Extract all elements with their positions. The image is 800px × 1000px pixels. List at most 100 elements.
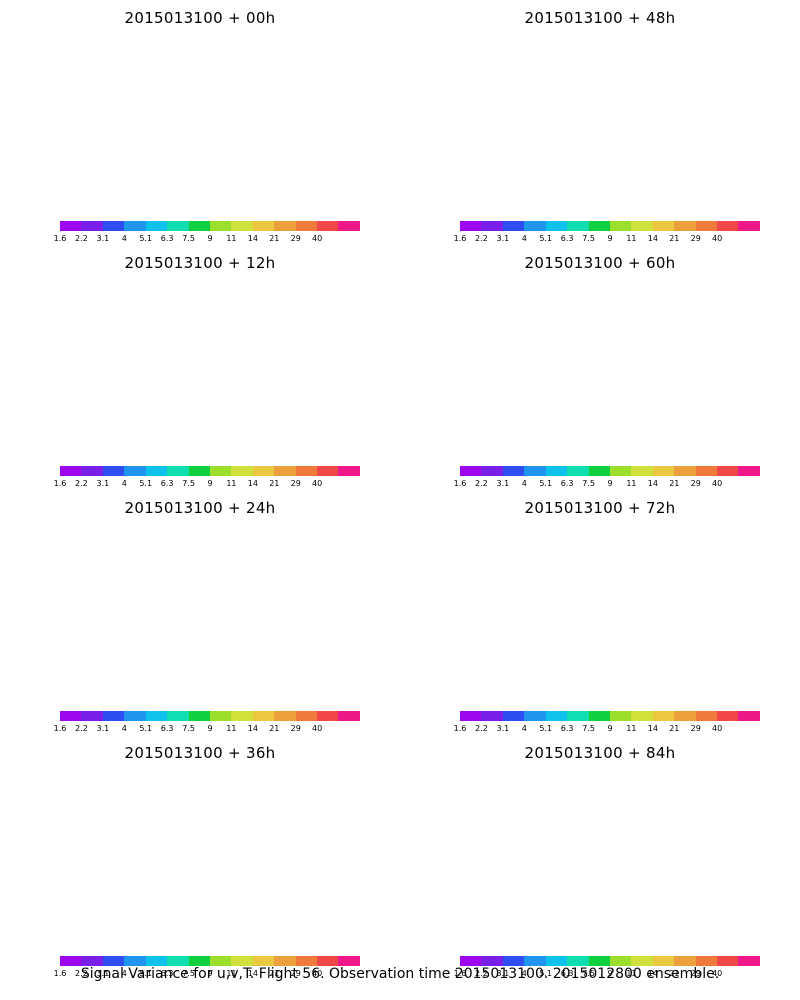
- variance-contour: [105, 102, 215, 182]
- colorbar-tick-label: 1.6: [53, 234, 67, 243]
- variance-contour: [540, 352, 630, 402]
- colorbar: [60, 711, 360, 721]
- colorbar: [60, 956, 360, 966]
- colorbar-tick-label: 1.6: [53, 724, 67, 733]
- colorbar-segment: [738, 221, 760, 231]
- panel-title: 2015013100 + 48h: [524, 9, 676, 27]
- variance-contour: [160, 789, 240, 825]
- colorbar-tick-label: 6.3: [560, 479, 574, 488]
- forecast-panel: 2015013100 + 84h 1.6 2.2 3.1 4 5.1 6.3 7.5 9 11 14…: [400, 735, 800, 980]
- colorbar-tick-label: 4: [121, 724, 127, 733]
- colorbar-labels: 1.6 2.2 3.1 4 5.1 6.3 7.5 9 11 14 21 29 40: [454, 969, 760, 979]
- colorbar-tick-label: 29: [690, 724, 701, 733]
- colorbar-tick-label: 4: [121, 969, 127, 978]
- colorbar-segment: [545, 711, 568, 721]
- colorbar-tick-label: 4: [121, 234, 127, 243]
- low-variance-area: [70, 367, 110, 387]
- colorbar-segment: [167, 956, 189, 966]
- longitude-line: [714, 522, 788, 665]
- colorbar-tick-label: 2.2: [475, 724, 488, 733]
- colorbar-segment: [502, 221, 525, 231]
- variance-contour: [145, 837, 265, 887]
- variance-contour: [540, 587, 640, 637]
- longitude-line: [714, 277, 788, 420]
- variance-contour: [70, 134, 130, 170]
- variance-contour: [177, 97, 213, 167]
- colorbar: [60, 221, 360, 231]
- colorbar-tick-label: 11: [626, 969, 637, 978]
- colorbar-segment: [81, 956, 103, 966]
- colorbar-tick-label: 14: [647, 234, 658, 243]
- colorbar-segment: [695, 466, 718, 476]
- longitude-line: [10, 32, 36, 125]
- colorbar-tick-label: 29: [690, 234, 701, 243]
- longitude-line: [412, 767, 486, 910]
- colorbar-labels: 1.6 2.2 3.1 4 5.1 6.3 7.5 9 11 14 21 29 40: [54, 969, 360, 979]
- colorbar-tick-label: 5.1: [539, 724, 553, 733]
- colorbar-segment: [717, 221, 739, 231]
- variance-map: [10, 767, 390, 947]
- colorbar: [460, 221, 760, 231]
- colorbar-tick-label: 1.6: [453, 969, 467, 978]
- colorbar-tick-label: 2.2: [75, 969, 88, 978]
- colorbar-tick-label: 14: [647, 724, 658, 733]
- colorbar-segment: [338, 221, 360, 231]
- panel-title: 2015013100 + 60h: [524, 254, 676, 272]
- colorbar-segment: [81, 711, 103, 721]
- variance-map: [10, 277, 390, 457]
- colorbar-segment: [674, 221, 696, 231]
- colorbar-segment: [631, 956, 653, 966]
- colorbar-segment: [695, 711, 718, 721]
- colorbar-segment: [524, 711, 546, 721]
- colorbar-tick-label: 1.6: [53, 969, 67, 978]
- colorbar-segment: [188, 466, 210, 476]
- colorbar: [60, 466, 360, 476]
- colorbar-tick-label: 11: [626, 234, 637, 243]
- colorbar-tick-label: 3.1: [96, 969, 110, 978]
- coastline: [30, 787, 355, 877]
- colorbar-segment: [145, 466, 168, 476]
- colorbar-segment: [567, 466, 589, 476]
- colorbar-tick-label: 40: [712, 969, 723, 978]
- colorbar-segment: [502, 956, 525, 966]
- longitude-line: [410, 767, 436, 860]
- variance-contour: [475, 562, 715, 672]
- colorbar-segment: [588, 956, 610, 966]
- colorbar-segment: [317, 711, 339, 721]
- longitude-line: [314, 767, 388, 910]
- colorbar-tick-label: 7.5: [582, 479, 595, 488]
- colorbar-tick-label: 5.1: [539, 479, 553, 488]
- colorbar-segment: [231, 711, 253, 721]
- colorbar-tick-label: 2.2: [75, 724, 88, 733]
- colorbar-segment: [231, 956, 253, 966]
- colorbar-segment: [631, 466, 653, 476]
- longitude-line: [764, 32, 790, 125]
- colorbar-segment: [102, 221, 125, 231]
- colorbar-segment: [188, 711, 210, 721]
- colorbar-tick-label: 1.6: [453, 724, 467, 733]
- longitude-line: [12, 522, 86, 665]
- longitude-line: [410, 522, 436, 615]
- colorbar-segment: [652, 956, 675, 966]
- colorbar-segment: [124, 711, 146, 721]
- colorbar-tick-label: 14: [647, 479, 658, 488]
- colorbar-tick-label: 21: [269, 479, 280, 488]
- colorbar-segment: [588, 221, 610, 231]
- colorbar-segment: [652, 711, 675, 721]
- colorbar-segment: [188, 956, 210, 966]
- colorbar-segment: [252, 466, 275, 476]
- variance-contour: [470, 799, 730, 915]
- colorbar-tick-label: 3.1: [96, 724, 110, 733]
- longitude-line: [658, 526, 696, 697]
- low-variance-area: [70, 612, 110, 632]
- colorbar-tick-label: 7.5: [582, 724, 595, 733]
- colorbar-segment: [295, 711, 318, 721]
- longitude-line: [104, 281, 142, 452]
- coastline: [30, 297, 355, 387]
- colorbar-segment: [695, 956, 718, 966]
- colorbar-labels: 1.6 2.2 3.1 4 5.1 6.3 7.5 9 11 14 21 29 40: [454, 724, 760, 734]
- longitude-line: [364, 767, 390, 860]
- colorbar-segment: [481, 221, 503, 231]
- colorbar-tick-label: 5.1: [539, 969, 553, 978]
- colorbar-tick-label: 21: [269, 969, 280, 978]
